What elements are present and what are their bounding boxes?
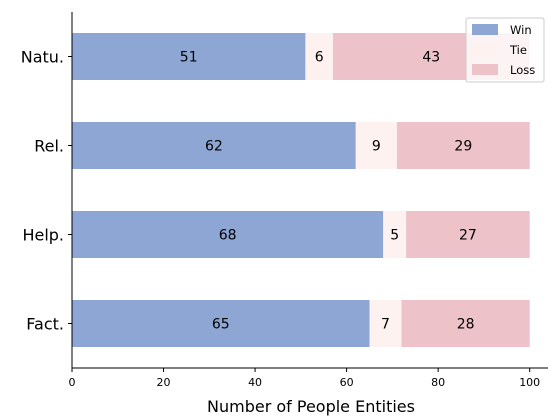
legend-swatch-tie (472, 44, 498, 55)
x-axis-label: Number of People Entities (207, 397, 415, 416)
bar-value-label-loss-3: 28 (457, 317, 475, 333)
bar-labels-group: 51 6 43 62 9 29 68 5 27 65 7 28 (180, 50, 477, 333)
x-tick-label-5: 100 (519, 376, 540, 389)
bar-value-label-tie-1: 9 (372, 139, 381, 155)
x-tick-label-2: 40 (248, 376, 262, 389)
bar-value-label-tie-0: 6 (315, 50, 324, 66)
bar-win-2 (72, 211, 384, 258)
y-tick-label-3: Fact. (26, 315, 64, 334)
legend-label-loss: Loss (510, 63, 535, 77)
bar-tie-2 (383, 211, 407, 258)
bar-tie-0 (305, 33, 333, 80)
bar-value-label-loss-2: 27 (459, 228, 477, 244)
axes-group: Natu. Rel. Help. Fact. 0 20 40 60 80 100 (21, 12, 548, 389)
x-tick-label-3: 60 (340, 376, 354, 389)
bar-value-label-loss-0: 43 (422, 50, 440, 66)
bars-group (72, 33, 530, 347)
bar-value-label-win-2: 68 (219, 228, 237, 244)
bar-value-label-tie-3: 7 (381, 317, 390, 333)
bar-tie-1 (355, 122, 397, 169)
bar-win-3 (72, 300, 370, 347)
bar-win-0 (72, 33, 306, 80)
x-tick-label-1: 20 (157, 376, 171, 389)
x-tick-label-4: 80 (431, 376, 445, 389)
x-tick-label-0: 0 (69, 376, 76, 389)
bar-value-label-win-1: 62 (205, 139, 223, 155)
legend-label-tie: Tie (509, 43, 527, 57)
bar-value-label-win-0: 51 (180, 50, 198, 66)
y-tick-label-0: Natu. (21, 48, 64, 67)
legend-label-win: Win (510, 23, 532, 37)
bar-tie-3 (369, 300, 402, 347)
legend-swatch-win (472, 24, 498, 35)
bar-value-label-tie-2: 5 (390, 228, 399, 244)
bar-loss-3 (401, 300, 530, 347)
y-tick-label-2: Help. (22, 226, 64, 245)
bar-value-label-win-3: 65 (212, 317, 230, 333)
legend-swatch-loss (472, 64, 498, 75)
legend: Win Tie Loss (465, 17, 545, 83)
bar-value-label-loss-1: 29 (454, 139, 472, 155)
bar-loss-1 (396, 122, 530, 169)
y-tick-label-1: Rel. (34, 137, 64, 156)
bar-loss-2 (406, 211, 530, 258)
bar-win-1 (72, 122, 356, 169)
